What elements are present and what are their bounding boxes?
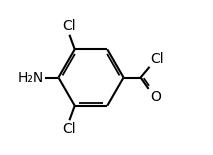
Text: Cl: Cl bbox=[63, 122, 76, 136]
Text: Cl: Cl bbox=[63, 19, 76, 33]
Text: H₂N: H₂N bbox=[17, 71, 44, 84]
Text: Cl: Cl bbox=[150, 52, 164, 66]
Text: O: O bbox=[150, 90, 161, 104]
